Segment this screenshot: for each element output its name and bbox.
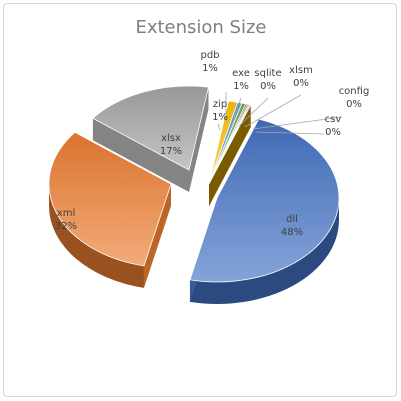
data-label-xlsx: xlsx 17% xyxy=(160,133,182,157)
slice-side-dll xyxy=(189,198,339,305)
data-label-exe: exe 1% xyxy=(232,68,250,92)
chart-title: Extension Size xyxy=(135,17,267,38)
slice-top-xlsx xyxy=(92,85,209,171)
slice-wall-xlsx xyxy=(92,118,189,192)
slice-top-xml xyxy=(48,131,172,267)
leader-line-exe xyxy=(231,97,242,126)
data-label-xlsm: xlsm 0% xyxy=(289,65,313,89)
slice-side-xml xyxy=(48,184,144,288)
slice-top-dll xyxy=(189,118,340,283)
data-label-sqlite: sqlite 0% xyxy=(254,68,281,92)
leader-line-csv xyxy=(255,131,325,135)
pie-chart: dll 48% xml 32% xlsx 17% zip 1% pdb 1% exe 1%sqlite… xyxy=(48,50,370,305)
leader-line-zip xyxy=(217,123,221,131)
data-label-config: config 0% xyxy=(339,86,370,110)
slice-xml xyxy=(48,131,172,288)
leader-line-config xyxy=(252,116,343,130)
data-label-csv: csv 0% xyxy=(325,114,342,138)
data-label-pdb: pdb 1% xyxy=(200,50,219,74)
leader-line-sqlite xyxy=(238,97,269,127)
data-label-dll: dll 48% xyxy=(281,214,303,238)
leader-line-xlsm xyxy=(244,94,302,128)
data-label-zip: zip 1% xyxy=(212,99,228,123)
slice-wall-xlsx xyxy=(189,87,209,192)
slice-wall-xml xyxy=(143,184,171,288)
slice-wall-csv xyxy=(209,105,251,206)
slice-xlsx xyxy=(92,85,209,192)
data-label-xml: xml 32% xyxy=(55,208,77,232)
chart-area: Extension Size dll 48% xml 32% xlsx 17% zip 1% p… xyxy=(3,3,397,397)
slice-dll xyxy=(189,118,340,305)
